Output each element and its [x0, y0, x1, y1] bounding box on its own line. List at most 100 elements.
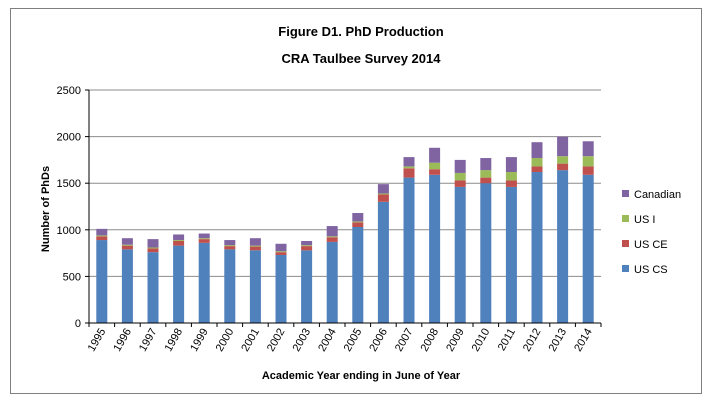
x-tick-label: 1999 [188, 327, 211, 354]
chart-subtitle: CRA Taulbee Survey 2014 [282, 51, 442, 66]
legend-item-us-ce: US CE [622, 239, 668, 251]
bar-segment-canadian [429, 147, 441, 163]
bar-segment-us-i [249, 245, 261, 247]
bar-segment-canadian [121, 238, 133, 245]
bar-segment-us-ce [557, 163, 569, 171]
legend-item-canadian: Canadian [622, 189, 681, 201]
bar-segment-us-ce [173, 240, 185, 246]
bar-segment-canadian [249, 238, 261, 246]
bar-segment-canadian [480, 158, 492, 171]
bar-segment-canadian [352, 213, 364, 222]
bar-segment-us-i [301, 245, 313, 247]
bar-segment-us-cs [480, 183, 492, 323]
legend-label: US I [634, 214, 655, 226]
bar-segment-us-cs [377, 201, 389, 323]
x-tick-label: 1995 [86, 327, 109, 354]
bar-segment-us-ce [249, 246, 261, 251]
y-tick-label: 1000 [57, 225, 81, 237]
x-axis-label: Academic Year ending in June of Year [262, 370, 461, 382]
legend-swatch [622, 215, 629, 222]
grid-layer [89, 89, 601, 277]
bar-segment-us-ce [429, 169, 441, 175]
x-tick-label: 2003 [291, 327, 314, 354]
bar-segment-us-cs [224, 249, 236, 323]
x-tick-label: 2009 [444, 327, 467, 354]
legend-swatch [622, 240, 629, 247]
bar-segment-us-i [352, 221, 364, 223]
bar-segment-canadian [198, 233, 210, 239]
bar-segment-us-cs [249, 250, 261, 323]
bar-segment-us-ce [377, 194, 389, 202]
legend-swatch [622, 190, 629, 197]
bar-segment-us-ce [275, 252, 287, 255]
x-tick-label: 2004 [316, 327, 339, 354]
y-tick-label: 2500 [57, 85, 81, 97]
bar-segment-us-i [505, 172, 517, 181]
bar-segment-us-i [147, 247, 159, 249]
y-tick-label: 500 [63, 271, 81, 283]
bar-segment-us-i [326, 236, 338, 238]
bar-segment-canadian [147, 239, 159, 248]
bar-segment-canadian [96, 228, 108, 236]
x-tick-label: 2007 [393, 327, 416, 354]
legend-label: Canadian [634, 189, 681, 201]
x-tick-label: 1997 [137, 327, 160, 354]
y-axis-label: Number of PhDs [40, 166, 52, 252]
bar-segment-us-ce [224, 246, 236, 250]
bar-segment-us-cs [429, 174, 441, 323]
bar-segment-us-ce [121, 245, 133, 250]
bar-segment-us-cs [531, 172, 543, 323]
bar-segment-us-ce [531, 166, 543, 173]
bars-layer [96, 136, 594, 323]
y-tick-label: 1500 [57, 178, 81, 190]
bar-segment-canadian [531, 142, 543, 159]
bar-segment-us-cs [147, 252, 159, 323]
bar-segment-canadian [173, 234, 185, 241]
bar-segment-us-i [531, 158, 543, 167]
y-tick-label: 0 [75, 318, 81, 330]
x-tick-label: 1996 [111, 327, 134, 354]
bar-segment-us-ce [480, 177, 492, 184]
legend: Canadian US I US CE US CS [622, 189, 681, 276]
bar-segment-us-ce [198, 239, 210, 243]
bar-segment-us-ce [582, 166, 594, 175]
bar-segment-us-ce [454, 180, 466, 187]
bar-segment-canadian [454, 159, 466, 173]
bar-segment-us-cs [96, 240, 108, 323]
bar-segment-us-ce [403, 168, 415, 178]
bar-segment-us-i [557, 156, 569, 164]
bar-segment-canadian [224, 240, 236, 246]
bar-segment-us-cs [557, 170, 569, 323]
axes-layer: 0 500 1000 1500 2000 2500 1995 1996 1997 1998 1999… [57, 85, 602, 354]
x-tick-label: 2002 [265, 327, 288, 354]
bar-segment-us-cs [454, 186, 466, 323]
legend-item-us-i: US I [622, 214, 655, 226]
chart-title: Figure D1. PhD Production [278, 24, 443, 39]
legend-swatch [622, 265, 629, 272]
bar-segment-canadian [505, 157, 517, 173]
bar-segment-us-i [480, 170, 492, 178]
bar-segment-canadian [275, 243, 287, 252]
bar-segment-us-i [454, 172, 466, 181]
x-tick-label: 2012 [521, 327, 544, 354]
bar-segment-us-i [275, 251, 287, 253]
x-tick-label: 2005 [342, 327, 365, 354]
bar-segment-us-i [403, 166, 415, 169]
x-tick-label: 2006 [367, 327, 390, 354]
bar-segment-us-i [121, 244, 133, 246]
bar-segment-canadian [377, 184, 389, 194]
bar-segment-us-i [377, 193, 389, 195]
chart-svg: Figure D1. PhD Production CRA Taulbee Su… [40, 24, 681, 382]
bar-segment-canadian [326, 226, 338, 237]
bar-segment-us-ce [301, 246, 313, 251]
bar-segment-us-cs [275, 254, 287, 323]
bar-segment-us-i [198, 238, 210, 240]
bar-segment-canadian [557, 136, 569, 157]
bar-segment-us-cs [403, 177, 415, 323]
x-tick-label: 2014 [572, 327, 595, 354]
bar-segment-us-cs [121, 249, 133, 323]
bar-segment-us-ce [326, 237, 338, 242]
x-tick-label: 2010 [470, 327, 493, 354]
legend-item-us-cs: US CS [622, 264, 668, 276]
bar-segment-canadian [301, 240, 313, 246]
